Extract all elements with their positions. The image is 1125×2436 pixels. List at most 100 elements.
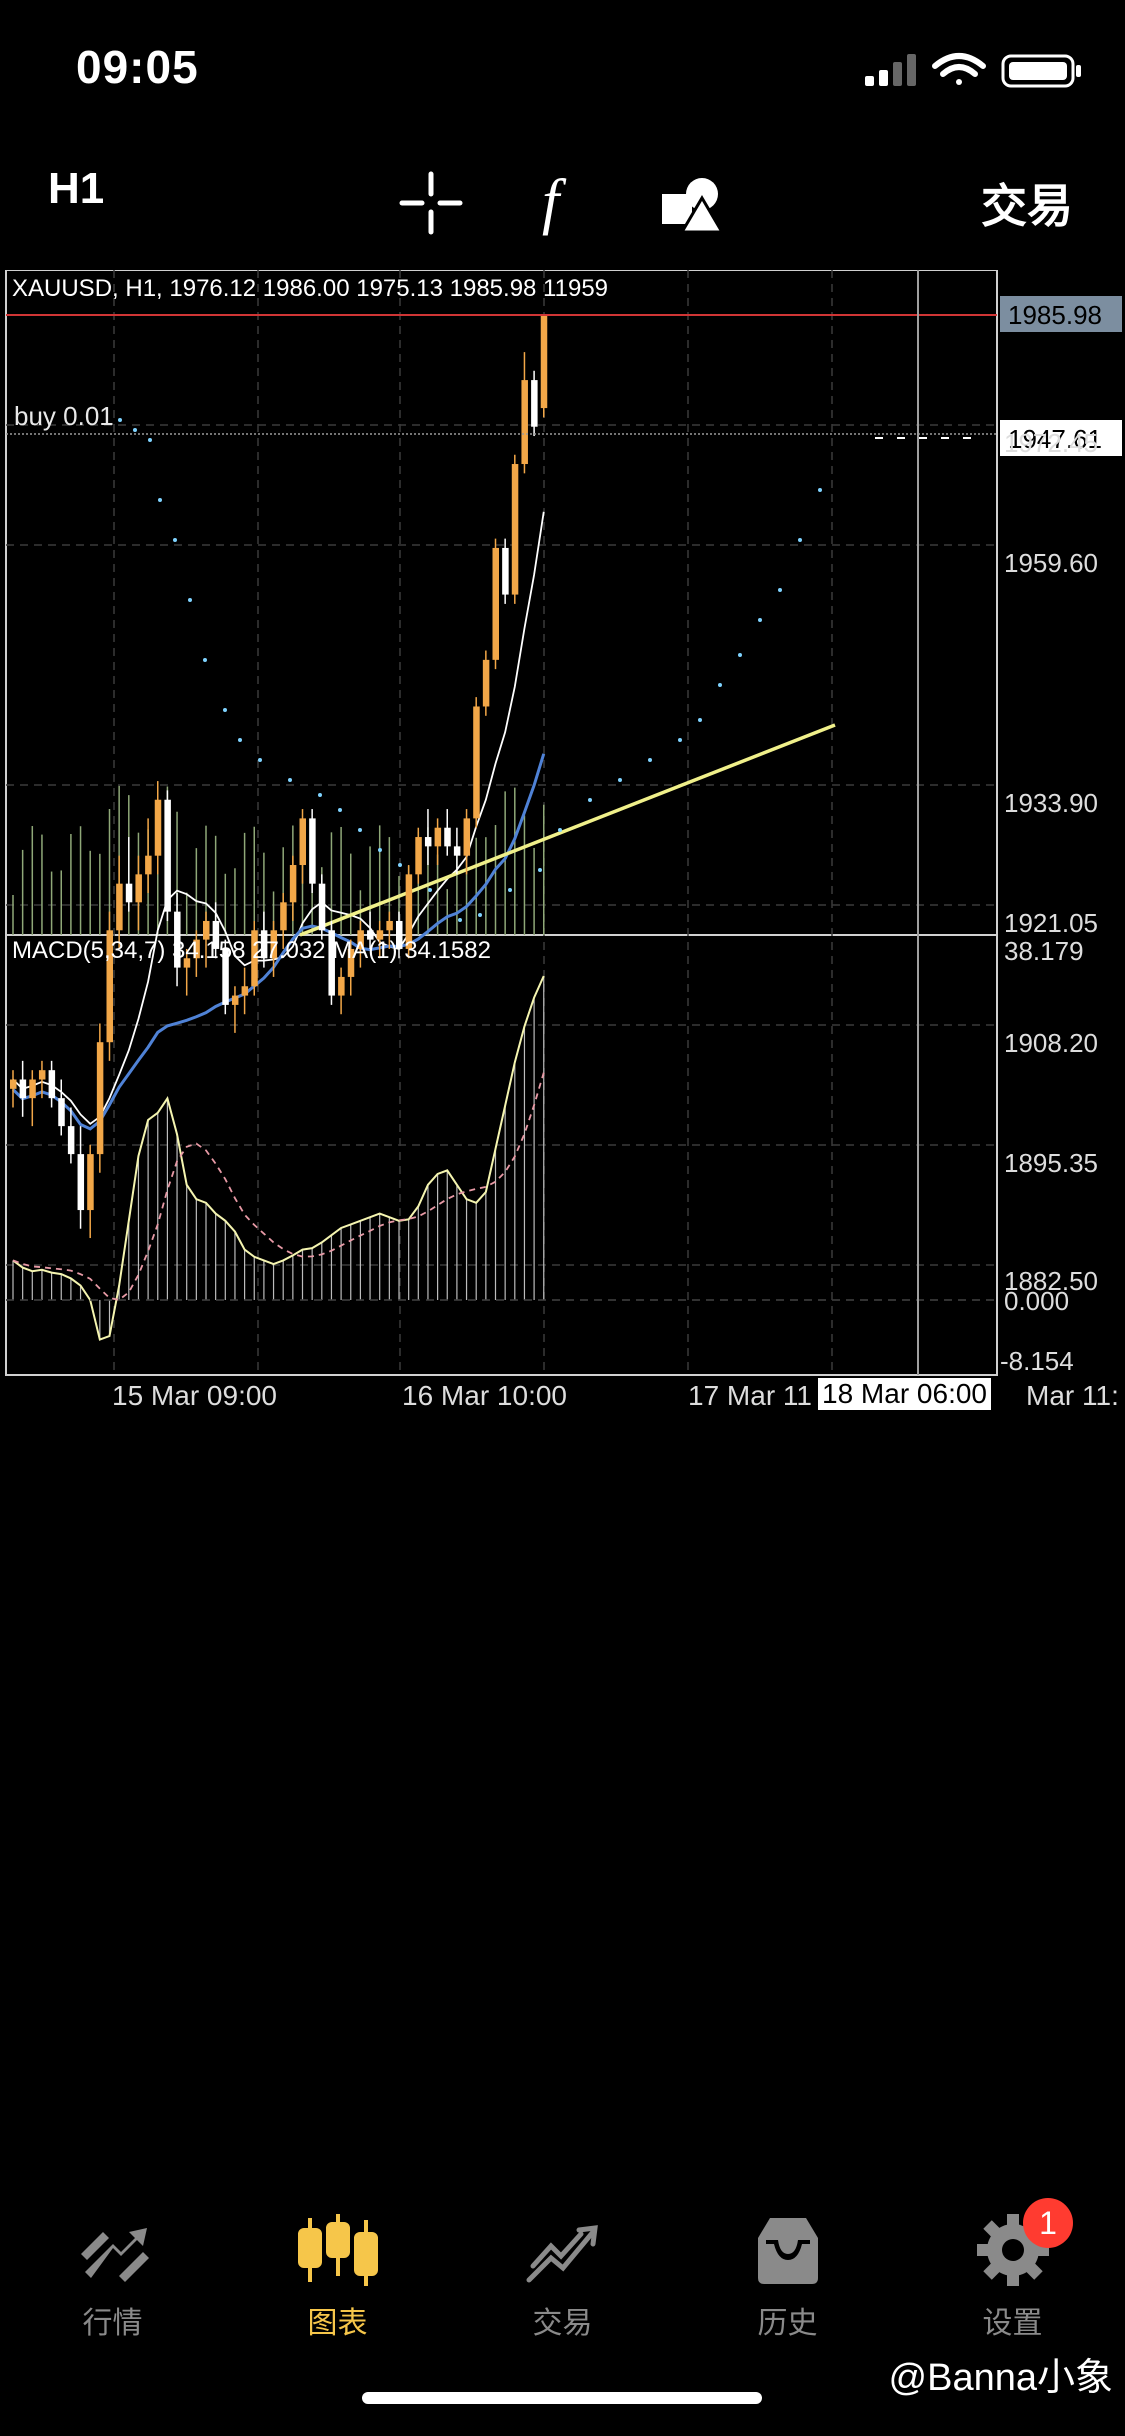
sar-dot [158, 498, 162, 502]
candle-body [396, 920, 403, 949]
candle-body [96, 1042, 104, 1155]
time-axis: 15 Mar 09:00 16 Mar 10:00 17 Mar 11 18 M… [0, 1378, 1125, 1416]
candle-body [318, 883, 326, 931]
macd-signal-line [12, 1072, 545, 1301]
objects-icon[interactable] [658, 170, 725, 241]
candle-body [67, 1126, 75, 1155]
candle-body [260, 930, 268, 959]
candle-body [347, 948, 355, 977]
candle-body [125, 883, 133, 903]
tab-quotes[interactable]: 行情 [0, 2190, 225, 2340]
candlesticks [10, 314, 548, 1239]
timeframe-button[interactable]: H1 [48, 164, 105, 213]
crosshair-time-label: 18 Mar 06:00 [818, 1378, 991, 1410]
sar-dot [618, 778, 622, 782]
candle-body [328, 930, 335, 996]
tab-settings[interactable]: 1 设置 [900, 2190, 1125, 2340]
signal-icon [865, 54, 916, 86]
candle-body [10, 1079, 17, 1089]
chart-toolbar: H1 f 交易 [0, 150, 1125, 260]
price-chart[interactable]: buy 0.01 XAUUSD, H1, 1976.12 1986.00 197… [0, 269, 1125, 1411]
price-label-4: 1921.05 [1004, 908, 1098, 938]
time-label-4: Mar 11: [1026, 1380, 1119, 1411]
candle-body [492, 547, 499, 660]
trade-icon [523, 2210, 603, 2295]
ma-slow-line [299, 723, 836, 937]
price-label-6: 1895.35 [1004, 1148, 1098, 1178]
sar-dot [288, 778, 292, 782]
candle-body [222, 948, 229, 1005]
sar-dot [458, 918, 462, 922]
sar-dot [698, 718, 702, 722]
chart-frame [5, 269, 998, 1376]
candle-body [511, 464, 519, 595]
candle-body [174, 911, 181, 968]
current-price-badge [1000, 296, 1122, 332]
macd-line [12, 975, 545, 1341]
candle-body [164, 799, 171, 912]
chart-icon [296, 2210, 380, 2295]
symbol-info: XAUUSD, H1, 1976.12 1986.00 1975.13 1985… [12, 275, 608, 302]
chart-canvas[interactable]: buy 0.01 XAUUSD, H1, 1976.12 1986.00 197… [0, 269, 1125, 1380]
candle-body [38, 1070, 46, 1080]
macd-info: MACD(5,34,7) 34.158 27.032 MA(1) 34.1582 [12, 937, 491, 964]
candle-body [424, 837, 432, 847]
sar-dot [678, 738, 682, 742]
ma-fast-line [12, 511, 545, 1125]
candle-body [58, 1098, 65, 1127]
candle-body [87, 1154, 94, 1211]
sar-dot [338, 808, 342, 812]
sar-dot [428, 888, 432, 892]
time-label-1: 15 Mar 09:00 [112, 1380, 277, 1411]
bottom-tab-bar: 行情 图表 交易 历史 [0, 2190, 1125, 2360]
sar-dot [648, 758, 652, 762]
candle-body [473, 706, 480, 819]
sar-dot [258, 758, 262, 762]
wifi-icon [932, 53, 986, 85]
candle-body [203, 920, 210, 940]
macd-label-max: 38.179 [1004, 936, 1084, 966]
tab-trade[interactable]: 交易 [450, 2190, 675, 2340]
history-icon [748, 2210, 828, 2295]
current-price-label: 1985.98 [1008, 300, 1102, 330]
candle-body [367, 930, 374, 940]
candle-body [386, 920, 393, 931]
time-label-2: 16 Mar 10:00 [402, 1380, 567, 1411]
tab-label: 设置 [982, 2307, 1043, 2340]
candle-body [106, 930, 113, 1043]
indicator-f-icon[interactable]: f [536, 166, 586, 241]
candle-body [521, 380, 528, 465]
candle-body [434, 827, 442, 847]
tab-label: 历史 [757, 2307, 818, 2340]
price-label-2: 1959.60 [1004, 548, 1098, 578]
candle-body [116, 883, 123, 931]
candle-body [453, 846, 461, 856]
sar-dot [508, 888, 512, 892]
sar-dot [758, 618, 762, 622]
home-indicator[interactable] [362, 2392, 762, 2404]
candle-body [309, 818, 316, 884]
price-label-1: 1972.45 [1004, 428, 1098, 458]
sar-dot [358, 828, 362, 832]
parabolic-sar [118, 418, 822, 922]
candle-body [183, 958, 191, 968]
candle-body [482, 659, 490, 707]
crosshair-icon[interactable] [398, 170, 464, 241]
sar-dot [588, 798, 592, 802]
battery-icon [1001, 54, 1081, 88]
sar-dot [378, 848, 382, 852]
order-price-badge [1000, 420, 1122, 456]
candle-body [193, 939, 200, 959]
sar-dot [148, 438, 152, 442]
candle-body [19, 1079, 27, 1099]
status-bar: 09:05 [0, 0, 1125, 140]
candle-body [299, 818, 306, 866]
sar-dot [238, 738, 242, 742]
candle-body [29, 1079, 36, 1099]
tab-chart[interactable]: 图表 [225, 2190, 450, 2340]
tab-history[interactable]: 历史 [675, 2190, 900, 2340]
trade-button[interactable]: 交易 [981, 180, 1073, 232]
candle-body [540, 314, 548, 409]
moving-averages [11, 511, 836, 1131]
candle-body [251, 930, 258, 987]
